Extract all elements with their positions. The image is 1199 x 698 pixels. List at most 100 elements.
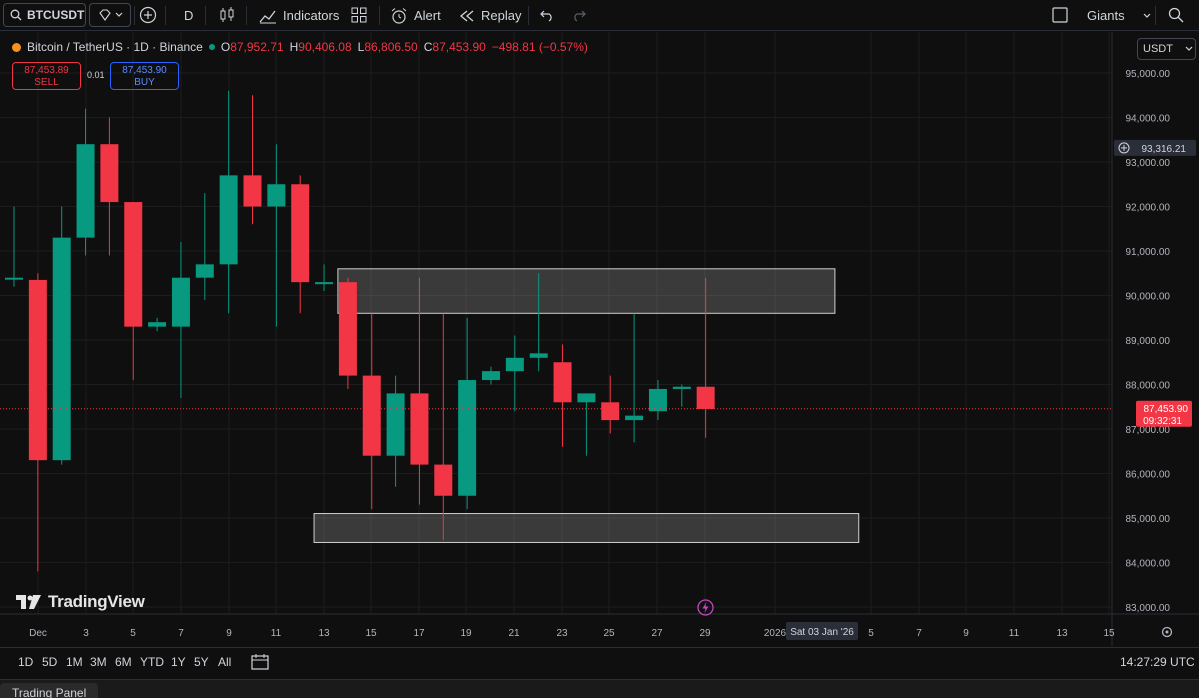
range-button-1m[interactable]: 1M <box>66 655 83 669</box>
go-to-date-button[interactable] <box>251 653 269 675</box>
market-open-indicator <box>208 44 215 50</box>
time-tick-label: 9 <box>226 628 232 639</box>
candle-body[interactable] <box>100 144 119 203</box>
gear-icon[interactable] <box>1161 626 1173 638</box>
candle-body[interactable] <box>672 386 691 389</box>
events-button[interactable] <box>697 599 714 621</box>
time-tick-label: 3 <box>83 628 89 639</box>
candle-body[interactable] <box>291 184 310 283</box>
candle-body[interactable] <box>529 353 548 358</box>
time-tick-label: 15 <box>1103 628 1115 639</box>
range-button-5d[interactable]: 5D <box>42 655 58 669</box>
candle-body[interactable] <box>315 282 334 285</box>
candle-body[interactable] <box>148 322 167 327</box>
supply-demand-zone[interactable] <box>337 268 836 314</box>
range-button-6m[interactable]: 6M <box>115 655 132 669</box>
tradingview-wordmark: TradingView <box>48 592 145 611</box>
candle-body[interactable] <box>696 386 715 409</box>
interval-button[interactable]: D <box>184 0 193 31</box>
candle-body[interactable] <box>52 237 71 461</box>
candle-body[interactable] <box>124 202 143 327</box>
candlestick-chart[interactable]: 95,000.00 94,000.00 93,000.00 92,000.00 91,0… <box>0 32 1199 646</box>
range-button-1y[interactable]: 1Y <box>171 655 186 669</box>
candle-body[interactable] <box>648 388 667 412</box>
toolbar-divider <box>379 6 380 25</box>
chevron-down-icon <box>115 12 122 17</box>
alert-button[interactable]: Alert <box>390 0 441 31</box>
lightning-icon <box>697 599 714 616</box>
range-button-5y[interactable]: 5Y <box>194 655 209 669</box>
candle-body[interactable] <box>434 464 453 496</box>
candle-body[interactable] <box>76 144 95 238</box>
toolbar-divider <box>165 6 166 25</box>
last-price-label: 87,453.90 <box>1144 404 1189 415</box>
price-tick-label: 83,000.00 <box>1126 603 1171 614</box>
replay-label: Replay <box>481 8 522 23</box>
candle-body[interactable] <box>410 393 429 465</box>
price-tick-label: 94,000.00 <box>1126 114 1171 125</box>
chevron-down-icon <box>1185 46 1193 51</box>
buy-label: BUY <box>134 77 155 88</box>
candle-body[interactable] <box>267 184 286 207</box>
candle-body[interactable] <box>458 380 477 496</box>
price-tick-label: 95,000.00 <box>1126 69 1171 80</box>
candle-body[interactable] <box>338 282 357 376</box>
candle-body[interactable] <box>28 279 47 461</box>
quick-search-button[interactable] <box>1167 6 1185 29</box>
price-tick-label: 88,000.00 <box>1126 381 1171 392</box>
low-label: L <box>357 40 365 54</box>
data-source-dropdown[interactable] <box>89 3 131 27</box>
replay-button[interactable]: Replay <box>459 0 521 31</box>
currency-dropdown[interactable]: USDT <box>1137 38 1196 60</box>
candle-body[interactable] <box>362 375 381 456</box>
range-button-ytd[interactable]: YTD <box>140 655 164 669</box>
currency-label: USDT <box>1143 43 1173 55</box>
range-button-1d[interactable]: 1D <box>18 655 34 669</box>
search-icon <box>10 9 22 21</box>
clock-display[interactable]: 14:27:29 UTC <box>1120 655 1195 669</box>
candle-body[interactable] <box>553 362 572 403</box>
indicators-button[interactable]: Indicators <box>259 0 339 31</box>
buy-button[interactable]: 87,453.90 BUY <box>110 62 179 90</box>
time-tick-label: 15 <box>365 628 377 639</box>
candle-body[interactable] <box>386 393 405 456</box>
range-button-3m[interactable]: 3M <box>90 655 107 669</box>
sell-price: 87,453.89 <box>24 65 69 76</box>
layout-name-dropdown[interactable]: Giants <box>1087 0 1151 31</box>
indicators-icon <box>259 10 276 23</box>
price-tick-label: 89,000.00 <box>1126 336 1171 347</box>
compare-button[interactable] <box>139 6 157 29</box>
candle-body[interactable] <box>243 175 262 207</box>
price-tick-label: 92,000.00 <box>1126 203 1171 214</box>
chart-background <box>0 32 1199 646</box>
alarm-clock-icon <box>391 7 407 24</box>
candle-body[interactable] <box>195 264 214 278</box>
candle-body[interactable] <box>505 357 524 372</box>
countdown-label: 09:32:31 <box>1143 416 1182 427</box>
add-alert-icon[interactable] <box>1118 142 1130 154</box>
redo-button[interactable] <box>572 8 586 27</box>
time-tick-label: 13 <box>1056 628 1068 639</box>
candle-body[interactable] <box>625 415 644 421</box>
candle-body[interactable] <box>601 402 620 421</box>
candle-body[interactable] <box>219 175 238 265</box>
candle-body[interactable] <box>171 277 190 327</box>
chart-type-button[interactable] <box>218 6 236 29</box>
time-tick-label: 21 <box>508 628 520 639</box>
crosshair-price-label: 93,316.21 <box>1142 144 1187 155</box>
calendar-icon <box>251 654 269 670</box>
symbol-search[interactable]: BTCUSDT <box>3 3 86 27</box>
crosshair-date-label-bg <box>786 622 858 640</box>
candle-body[interactable] <box>482 371 500 381</box>
templates-button[interactable] <box>351 7 367 28</box>
chart-pane[interactable]: 95,000.00 94,000.00 93,000.00 92,000.00 91,0… <box>0 32 1199 646</box>
layout-toggle-button[interactable] <box>1052 7 1068 28</box>
bitcoin-icon <box>12 42 21 52</box>
sell-button[interactable]: 87,453.89 SELL <box>12 62 81 90</box>
trading-panel-tab[interactable]: Trading Panel <box>0 683 99 698</box>
supply-demand-zone[interactable] <box>313 513 860 543</box>
undo-button[interactable] <box>540 8 554 27</box>
range-button-all[interactable]: All <box>218 655 232 669</box>
candle-body[interactable] <box>5 277 23 280</box>
candle-body[interactable] <box>577 393 596 403</box>
